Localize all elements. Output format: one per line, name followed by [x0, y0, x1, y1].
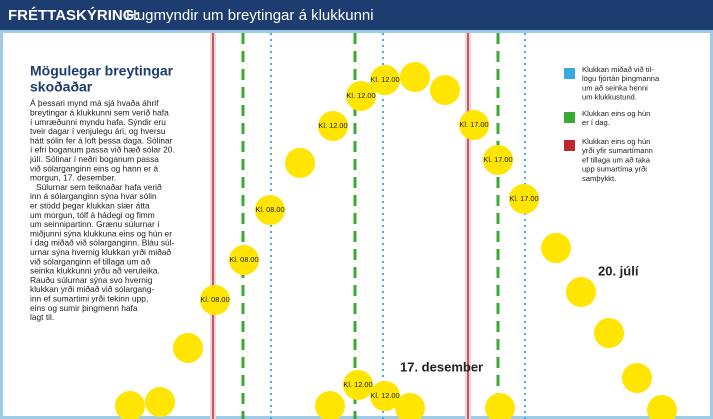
article-title: skoðaðar [30, 79, 93, 95]
sun [255, 195, 285, 225]
sun [145, 387, 175, 417]
sun [229, 245, 259, 275]
legend-text: Klukkan miðað við til- [582, 65, 654, 74]
legend-text: upp sumartíma yrði [582, 165, 647, 174]
header-bar [0, 0, 713, 30]
body-line: klukkan yrði miðað við sólargang- [30, 284, 154, 294]
sun-label: Kl. 17.00 [483, 155, 512, 164]
legend-text: samþykkt. [582, 174, 616, 183]
sun-path: Kl. 08.00 Kl. 08.00 Kl. 08.00 Kl. 12.00 Kl. … [115, 62, 677, 419]
body-line: um morgun, tólf á hádegi og fimm [30, 210, 155, 220]
legend-swatch-blue [564, 68, 575, 79]
sun [370, 381, 400, 411]
body-line: við sólarganginn eins og hann er á [30, 163, 158, 173]
sun [485, 393, 515, 419]
sun [459, 110, 489, 140]
body-line: hátt sólin fer á loft þessa daga. Sólina… [30, 135, 173, 145]
sun-label: Kl. 12.00 [370, 391, 399, 400]
summer-day-label: 20. júlí [598, 263, 639, 278]
legend-text: ef tillaga um að taka [582, 155, 651, 164]
body-line: lagt til. [30, 312, 54, 322]
body-line: urnar sýna hvernig klukkan yrði miðað [30, 247, 171, 257]
sun [346, 81, 376, 111]
sun [430, 75, 460, 105]
sun [115, 391, 145, 419]
body-line: inn á sólarganginn sýna hvar sólin [30, 191, 157, 201]
body-line: er stödd þegar klukkan slær átta [30, 201, 150, 211]
sun-label: Kl. 12.00 [370, 75, 399, 84]
header-label: FRÉTTASKÝRING: [8, 6, 139, 24]
sun-label: Kl. 17.00 [459, 120, 488, 129]
sun [343, 370, 373, 400]
legend-text: er í dag. [582, 118, 610, 127]
body-line: miðjunni sýna klukkuna eins og hún er [30, 228, 172, 238]
sun [594, 318, 624, 348]
sun-label: Kl. 08.00 [255, 205, 284, 214]
body-line: eins og sumir þingmenn hafa [30, 303, 138, 313]
sun-label: Kl. 08.00 [229, 255, 258, 264]
body-line: inn ef sumartimi yrði tekinn upp, [30, 294, 148, 304]
sun [318, 111, 348, 141]
sun [566, 277, 596, 307]
header-title: Hugmyndir um breytingar á klukkunni [126, 7, 374, 24]
legend-text: um klukkustund. [582, 93, 637, 102]
sun [400, 62, 430, 92]
body-line: í efri boganum passa við hæð sólar 20. [30, 145, 175, 155]
sun [173, 333, 203, 363]
body-line: í dag miðað við sólarganginn. Bláu súl- [30, 238, 175, 248]
sun-label: Kl. 17.00 [509, 194, 538, 203]
sun [647, 395, 677, 419]
body-line: í umræðunni myndu hafa. Sýndir eru [30, 117, 166, 127]
sun-label: Kl. 08.00 [200, 295, 229, 304]
sun-label: Kl. 12.00 [346, 91, 375, 100]
body-line: um seinnipartinn. Grænu súlurnar í [30, 219, 160, 229]
legend-text: Klukkan eins og hún [582, 137, 650, 146]
sun [483, 145, 513, 175]
legend-swatch-red [564, 140, 575, 151]
legend: Klukkan miðað við til-lögu fjórtán þingm… [582, 65, 660, 183]
legend-swatch-green [564, 112, 575, 123]
sun [315, 391, 345, 419]
legend-text: Klukkan eins og hún [582, 109, 650, 118]
sun [541, 233, 571, 263]
body-line: tveir dagar í venjulegu ári, og hversu [30, 126, 166, 136]
body-line: við sólarganginn ef tillaga um að [30, 256, 150, 266]
legend-text: lögu fjórtán þingmanna [582, 74, 660, 83]
body-line: Rauðu súlurnar sýna svo hvernig [30, 275, 153, 285]
body-line: seinka klukkunni yrðu að veruleika. [30, 266, 160, 276]
body-line: Súlurnar sem teiknaðar hafa verið [36, 182, 162, 192]
sun [509, 184, 539, 214]
article-body: Á þessari mynd má sjá hvaða áhrifbreytin… [29, 98, 175, 322]
sun [370, 65, 400, 95]
sun-label: Kl. 12.00 [318, 121, 347, 130]
body-line: Á þessari mynd má sjá hvaða áhrif [30, 98, 159, 108]
sun-label: Kl. 12.00 [343, 380, 372, 389]
sun [395, 393, 425, 419]
legend-text: yrði yfir sumartímann [582, 146, 653, 155]
body-line: júlí. Sólinar í neðri boganum passa [29, 154, 159, 164]
article-title: Mögulegar breytingar [30, 63, 174, 79]
body-line: breytingar á klukkunni sem verið hafa [30, 108, 169, 118]
legend-text: um að seinka henni [582, 83, 648, 92]
body-line: morgun, 17. desember. [30, 173, 116, 183]
sun [622, 363, 652, 393]
winter-day-label: 17. desember [400, 359, 483, 374]
sun [200, 285, 230, 315]
sun [285, 148, 315, 178]
